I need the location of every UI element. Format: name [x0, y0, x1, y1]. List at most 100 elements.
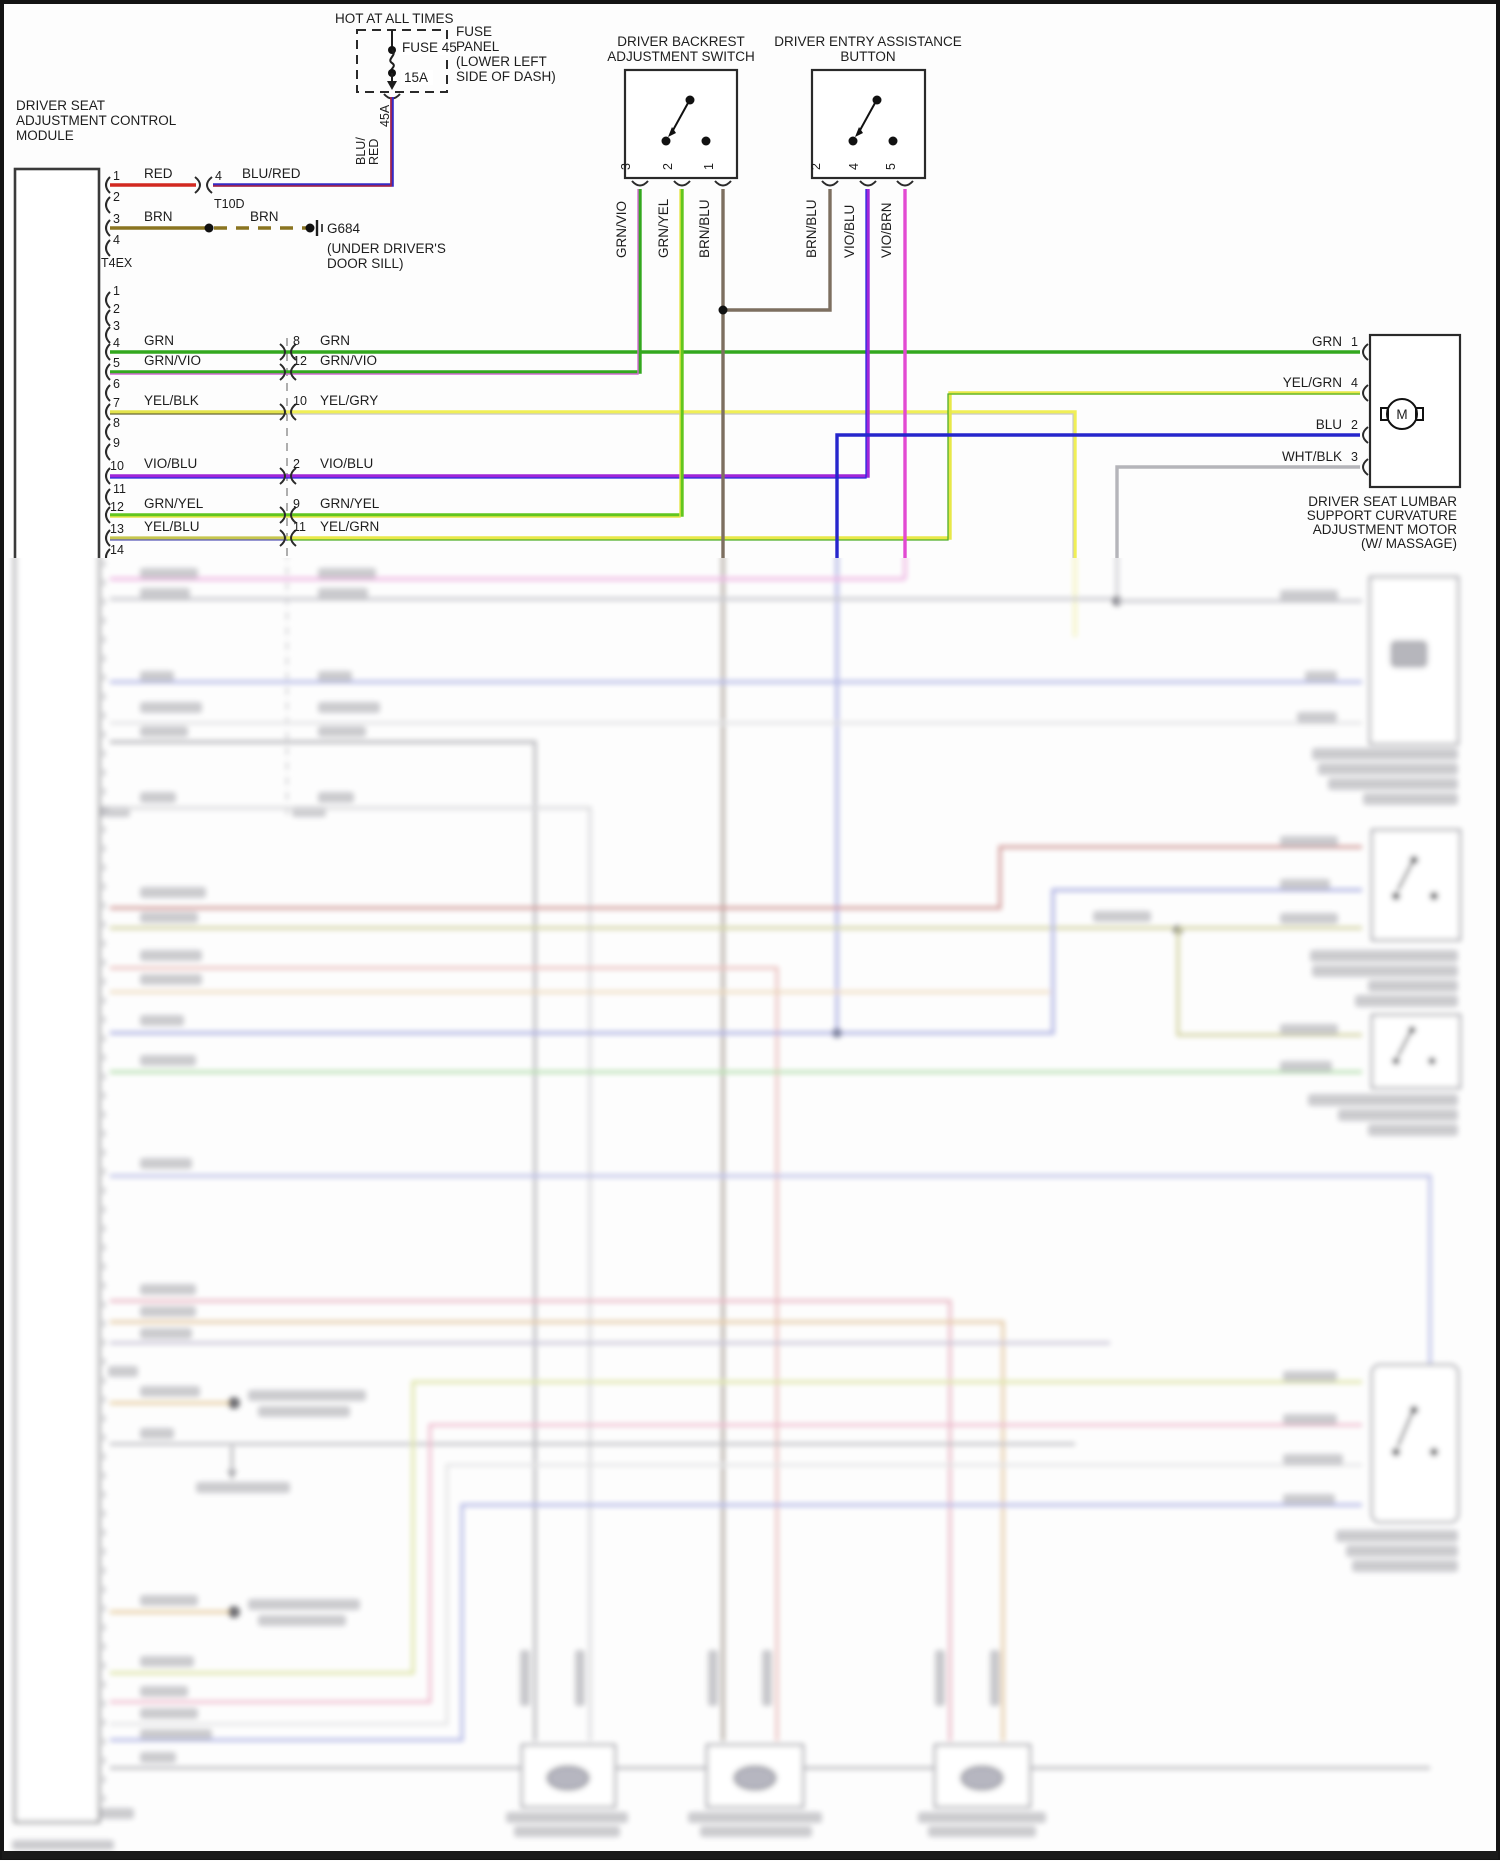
svg-text:2: 2	[113, 302, 120, 316]
svg-text:2: 2	[293, 457, 300, 471]
wire-grn-yel	[110, 189, 684, 517]
svg-text:BLU: BLU	[1316, 417, 1342, 432]
switch-title: DRIVER BACKREST	[617, 34, 745, 49]
wire-label: GRN	[144, 333, 174, 348]
wire-wht-blk	[1115, 465, 1360, 558]
svg-text:2: 2	[809, 163, 823, 170]
arrow-down-icon	[387, 81, 397, 90]
svg-text:1: 1	[113, 284, 120, 298]
driver-backrest-switch: DRIVER BACKREST ADJUSTMENT SWITCH 3 2 1 …	[607, 34, 755, 258]
svg-text:PANEL: PANEL	[456, 39, 500, 54]
wire-yel-gry	[287, 410, 1077, 558]
svg-text:2: 2	[661, 163, 675, 170]
svg-text:4: 4	[113, 233, 120, 247]
svg-text:YEL/GRN: YEL/GRN	[1283, 375, 1342, 390]
svg-text:SIDE OF DASH): SIDE OF DASH)	[456, 69, 556, 84]
wire-label-blu-red: BLU/RED	[242, 166, 301, 181]
svg-text:1: 1	[702, 163, 716, 170]
connector-t4ex-group: 1 2 3 4 5 6 7 8 9 10 11 12 13 14	[105, 284, 126, 558]
hot-at-all-times-label: HOT AT ALL TIMES	[335, 11, 454, 26]
fuse-rating-label: 15A	[404, 70, 428, 85]
connector-name-t4ex: T4EX	[101, 256, 133, 270]
bottom-motor-box-3	[918, 1650, 1046, 1837]
svg-text:2: 2	[113, 190, 120, 204]
fuse-box-outline	[356, 29, 448, 93]
svg-text:RED: RED	[367, 139, 381, 165]
svg-text:9: 9	[293, 497, 300, 511]
motor-title: DRIVER SEAT LUMBAR	[1308, 494, 1457, 509]
switch-lever-icon	[671, 102, 689, 133]
svg-text:YEL/BLK: YEL/BLK	[144, 393, 199, 408]
svg-text:GRN/YEL: GRN/YEL	[320, 496, 380, 511]
right-box-1	[1312, 575, 1460, 805]
splice-dot	[305, 223, 315, 233]
wire-label-brn: BRN	[144, 209, 173, 224]
svg-text:ADJUSTMENT CONTROL: ADJUSTMENT CONTROL	[16, 113, 177, 128]
wire-blu	[835, 433, 1360, 558]
svg-text:DOOR SILL): DOOR SILL)	[327, 256, 404, 271]
lumbar-motor: 1 4 2 3 GRN YEL/GRN BLU WHT/BLK M DRIVER…	[1282, 333, 1462, 551]
svg-text:3: 3	[113, 212, 120, 226]
svg-text:8: 8	[113, 416, 120, 430]
svg-text:(UNDER DRIVER'S: (UNDER DRIVER'S	[327, 241, 446, 256]
page-border-bottom	[2, 1851, 1498, 1859]
svg-text:BRN/BLU: BRN/BLU	[697, 199, 712, 258]
svg-text:GRN: GRN	[320, 333, 350, 348]
svg-text:1: 1	[1351, 335, 1358, 349]
wire-color-label: BLU/	[354, 137, 368, 165]
bottom-motor-box-2	[688, 1650, 822, 1837]
svg-text:3: 3	[113, 319, 120, 333]
svg-text:10: 10	[293, 394, 307, 408]
svg-text:11: 11	[293, 520, 306, 534]
svg-text:ADJUSTMENT SWITCH: ADJUSTMENT SWITCH	[607, 49, 755, 64]
svg-text:GRN/VIO: GRN/VIO	[320, 353, 377, 368]
svg-text:BUTTON: BUTTON	[840, 49, 895, 64]
connector-t10d-group: 1 2 3 4 T4EX RED 4 T10D BLU/RED BRN BRN	[101, 97, 446, 271]
right-box-4	[1336, 1363, 1460, 1572]
svg-text:(LOWER LEFT: (LOWER LEFT	[456, 54, 547, 69]
pin-number: 3	[619, 163, 633, 170]
bottom-motor-box-1	[506, 1650, 628, 1837]
wire-grn-vio	[110, 189, 642, 374]
svg-text:VIO/BRN: VIO/BRN	[879, 202, 894, 258]
svg-text:9: 9	[113, 436, 120, 450]
svg-text:12: 12	[293, 354, 307, 368]
ground-label: G684	[327, 221, 361, 236]
wire-label-red: RED	[144, 166, 173, 181]
wire-label-vertical: BRN/BLU	[804, 199, 819, 258]
right-box-2	[1310, 828, 1462, 1007]
svg-text:6: 6	[113, 377, 120, 391]
svg-text:VIO/BLU: VIO/BLU	[842, 205, 857, 258]
svg-text:3: 3	[1351, 450, 1358, 464]
svg-text:4: 4	[1351, 376, 1358, 390]
wire-rating-label: 45A	[378, 104, 392, 127]
svg-text:M: M	[1396, 407, 1407, 422]
svg-text:VIO/BLU: VIO/BLU	[144, 456, 197, 471]
switch-title: DRIVER ENTRY ASSISTANCE	[774, 34, 962, 49]
blurred-region	[4, 558, 1496, 1854]
fuse-location-label: FUSE	[456, 24, 492, 39]
fuse-name-label: FUSE 45	[402, 40, 457, 55]
pin-number: 1	[113, 169, 120, 183]
svg-text:MODULE: MODULE	[16, 128, 74, 143]
svg-text:ADJUSTMENT MOTOR: ADJUSTMENT MOTOR	[1313, 522, 1458, 537]
junction-dot	[718, 305, 728, 315]
svg-text:10: 10	[110, 459, 124, 473]
switch-box	[623, 68, 739, 180]
driver-entry-assistance-button: DRIVER ENTRY ASSISTANCE BUTTON 2 4 5 BRN…	[774, 34, 962, 258]
fuse-block: HOT AT ALL TIMES FUSE 45 15A FUSE PANEL …	[335, 11, 556, 165]
svg-text:GRN/YEL: GRN/YEL	[144, 496, 204, 511]
svg-text:GRN/VIO: GRN/VIO	[144, 353, 201, 368]
motor-icon: M	[1380, 398, 1424, 430]
wire-label-vertical: GRN/VIO	[614, 201, 629, 258]
wire-yel-grn	[287, 391, 1360, 540]
svg-text:2: 2	[1351, 418, 1358, 432]
svg-text:8: 8	[293, 334, 300, 348]
svg-text:11: 11	[113, 482, 126, 496]
driver-seat-module: DRIVER SEAT ADJUSTMENT CONTROL MODULE	[13, 98, 177, 558]
svg-text:YEL/GRN: YEL/GRN	[320, 519, 379, 534]
svg-text:YEL/BLU: YEL/BLU	[144, 519, 200, 534]
wire-label: GRN	[1312, 334, 1342, 349]
right-box-3	[1308, 1013, 1462, 1136]
svg-text:5: 5	[113, 356, 120, 370]
